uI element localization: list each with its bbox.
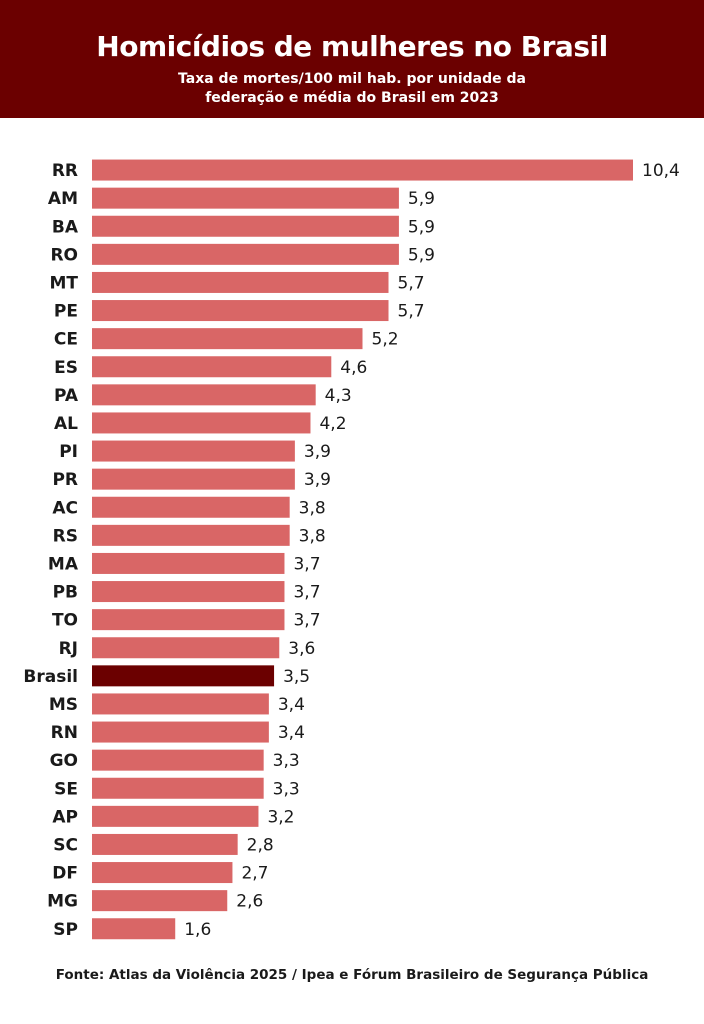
bar-rj xyxy=(92,637,280,659)
tick-label-pe: PE xyxy=(54,302,78,322)
bar-rn xyxy=(92,721,269,743)
bar-to xyxy=(92,609,285,631)
data-label-pi: 3,9 xyxy=(304,442,331,462)
bar-pb xyxy=(92,581,285,603)
bar-al xyxy=(92,412,311,434)
tick-label-al: AL xyxy=(54,414,78,434)
bar-sc xyxy=(92,833,238,855)
bar-df xyxy=(92,862,233,884)
bar-am xyxy=(92,187,399,209)
data-label-brasil: 3,5 xyxy=(283,667,310,687)
chart-subtitle: Taxa de mortes/100 mil hab. por unidade … xyxy=(0,70,704,108)
data-label-rs: 3,8 xyxy=(299,526,326,546)
data-label-ba: 5,9 xyxy=(408,217,435,237)
tick-label-ms: MS xyxy=(49,695,78,715)
tick-label-se: SE xyxy=(54,779,78,799)
data-label-ac: 3,8 xyxy=(299,498,326,518)
bar-pe xyxy=(92,300,389,322)
bar-pr xyxy=(92,468,295,490)
bar-es xyxy=(92,356,332,378)
tick-label-es: ES xyxy=(54,358,78,378)
chart-title: Homicídios de mulheres no Brasil xyxy=(96,30,608,63)
data-label-rj: 3,6 xyxy=(288,639,315,659)
tick-label-df: DF xyxy=(52,864,78,884)
subtitle-line-1: Taxa de mortes/100 mil hab. por unidade … xyxy=(178,71,526,87)
data-label-am: 5,9 xyxy=(408,189,435,209)
data-label-pa: 4,3 xyxy=(325,386,352,406)
data-label-ma: 3,7 xyxy=(293,554,320,574)
tick-label-sc: SC xyxy=(53,835,78,855)
bar-ms xyxy=(92,693,269,715)
tick-label-pb: PB xyxy=(53,583,78,603)
chart-header: Homicídios de mulheres no Brasil Taxa de… xyxy=(0,0,704,118)
bar-mg xyxy=(92,890,228,912)
source-footer: Fonte: Atlas da Violência 2025 / Ipea e … xyxy=(55,967,649,983)
data-label-sc: 2,8 xyxy=(247,835,274,855)
tick-label-go: GO xyxy=(50,751,78,771)
bar-ac xyxy=(92,496,290,518)
bar-ce xyxy=(92,328,363,350)
data-label-sp: 1,6 xyxy=(184,920,211,940)
tick-label-ap: AP xyxy=(52,807,78,827)
tick-label-mt: MT xyxy=(49,273,78,293)
data-label-pe: 5,7 xyxy=(398,302,425,322)
data-label-pb: 3,7 xyxy=(293,583,320,603)
bar-ap xyxy=(92,805,259,827)
tick-label-to: TO xyxy=(52,611,78,631)
bar-mt xyxy=(92,271,389,293)
bar-chart: RR 10,4 AM 5,9 BA 5,9 RO 5,9 MT 5,7 PE 5,7 CE 5,2 ES 4,… xyxy=(23,159,680,940)
bar-rs xyxy=(92,524,290,546)
tick-label-ba: BA xyxy=(52,217,79,237)
data-label-pr: 3,9 xyxy=(304,470,331,490)
tick-label-pi: PI xyxy=(59,442,78,462)
bar-brasil xyxy=(92,665,275,687)
data-label-mg: 2,6 xyxy=(236,892,263,912)
bar-pa xyxy=(92,384,316,406)
subtitle-line-2: federação e média do Brasil em 2023 xyxy=(205,90,499,106)
data-label-to: 3,7 xyxy=(293,611,320,631)
tick-label-ac: AC xyxy=(52,498,78,518)
bar-ma xyxy=(92,552,285,574)
data-label-rr: 10,4 xyxy=(642,161,680,181)
tick-label-rs: RS xyxy=(53,526,78,546)
data-label-go: 3,3 xyxy=(273,751,300,771)
tick-label-pr: PR xyxy=(52,470,78,490)
bar-pi xyxy=(92,440,295,462)
tick-label-rj: RJ xyxy=(59,639,78,659)
data-label-ms: 3,4 xyxy=(278,695,305,715)
tick-label-mg: MG xyxy=(47,892,78,912)
bar-ro xyxy=(92,243,399,265)
data-label-mt: 5,7 xyxy=(398,273,425,293)
data-label-ro: 5,9 xyxy=(408,245,435,265)
data-label-al: 4,2 xyxy=(319,414,346,434)
data-label-ce: 5,2 xyxy=(372,330,399,350)
data-label-df: 2,7 xyxy=(241,864,268,884)
bar-rr xyxy=(92,159,633,181)
bar-go xyxy=(92,749,264,771)
data-label-es: 4,6 xyxy=(340,358,367,378)
tick-label-am: AM xyxy=(48,189,78,209)
data-label-rn: 3,4 xyxy=(278,723,305,743)
tick-label-rn: RN xyxy=(51,723,78,743)
bar-ba xyxy=(92,215,399,237)
tick-label-rr: RR xyxy=(52,161,78,181)
bar-se xyxy=(92,777,264,799)
tick-label-pa: PA xyxy=(54,386,79,406)
tick-label-ro: RO xyxy=(50,245,78,265)
tick-label-ce: CE xyxy=(54,330,78,350)
tick-label-ma: MA xyxy=(48,554,79,574)
data-label-ap: 3,2 xyxy=(267,807,294,827)
data-label-se: 3,3 xyxy=(273,779,300,799)
tick-label-brasil: Brasil xyxy=(23,667,78,687)
tick-label-sp: SP xyxy=(53,920,78,940)
bar-sp xyxy=(92,918,176,940)
